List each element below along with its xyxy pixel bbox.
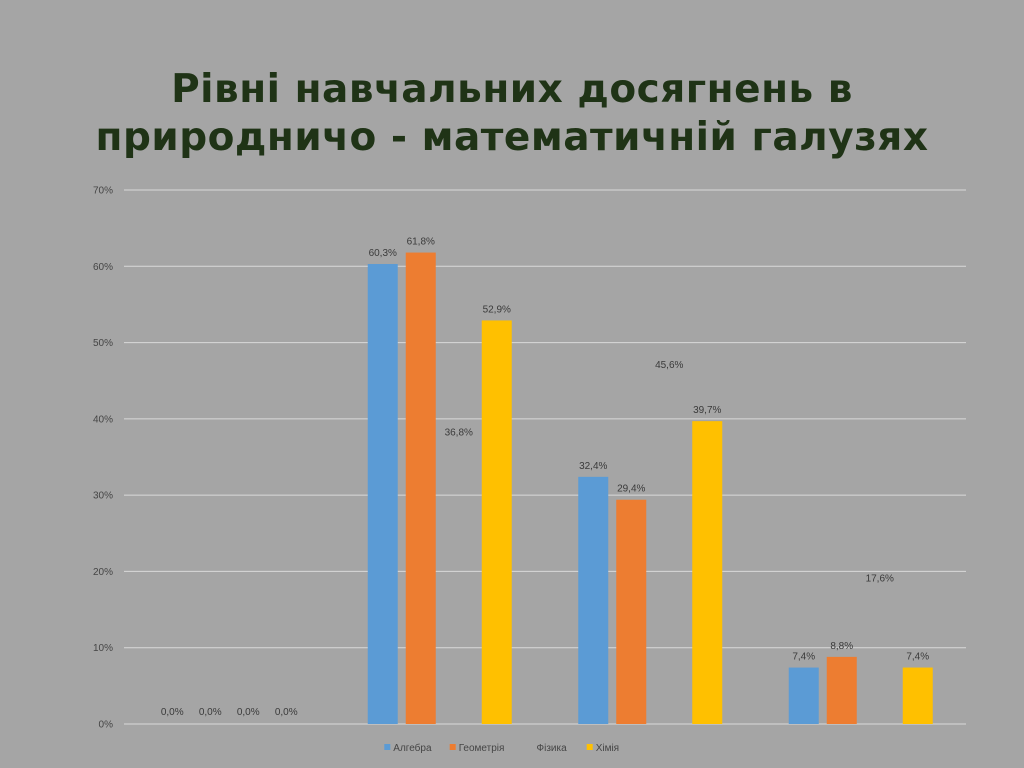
data-label: 17,6% <box>866 574 894 585</box>
legend-swatch <box>384 744 391 750</box>
legend-entry: Фізика <box>537 743 568 754</box>
legend-entry: Алгебра <box>393 742 432 754</box>
legend-swatch <box>449 744 456 750</box>
data-label: 8,8% <box>830 641 853 652</box>
legend-entry: Геометрія <box>459 743 505 754</box>
bar-Алгебра <box>788 667 819 724</box>
bar-Алгебра <box>578 476 609 724</box>
data-label: 60,3% <box>369 248 397 259</box>
y-tick-label: 0% <box>99 720 114 731</box>
y-tick-label: 60% <box>93 262 113 273</box>
bar-Хімія <box>692 421 723 724</box>
y-tick-label: 70% <box>93 186 113 197</box>
slide-title: Рівні навчальних досягнень в природничо … <box>0 66 1024 162</box>
legend-swatch <box>586 744 593 750</box>
y-tick-label: 20% <box>93 567 113 578</box>
data-label: 0,0% <box>237 707 260 718</box>
data-label: 0,0% <box>275 707 298 718</box>
data-label: 52,9% <box>483 304 511 315</box>
bar-Геометрія <box>405 252 436 724</box>
data-label: 0,0% <box>161 707 184 718</box>
y-tick-label: 40% <box>93 414 113 425</box>
slide-title-line-2: природничо - математичній галузях <box>95 115 929 160</box>
data-label: 7,4% <box>792 652 815 663</box>
data-label: 0,0% <box>199 707 222 718</box>
slide-title-line-1: Рівні навчальних досягнень в <box>171 67 853 112</box>
y-tick-label: 30% <box>93 491 113 502</box>
y-tick-label: 10% <box>93 643 113 654</box>
data-label: 7,4% <box>906 652 929 663</box>
bar-Алгебра <box>367 263 398 724</box>
y-tick-label: 50% <box>93 338 113 349</box>
data-label: 32,4% <box>579 461 607 472</box>
data-label: 39,7% <box>693 405 721 416</box>
bar-Хімія <box>902 667 933 724</box>
data-label: 29,4% <box>617 484 645 495</box>
data-label: 36,8% <box>445 427 473 438</box>
data-label: 45,6% <box>655 360 683 371</box>
bar-Геометрія <box>826 656 857 724</box>
legend-entry: Хімія <box>596 743 619 754</box>
bar-Геометрія <box>616 499 647 724</box>
bar-Хімія <box>481 320 512 724</box>
data-label: 61,8% <box>407 237 435 248</box>
